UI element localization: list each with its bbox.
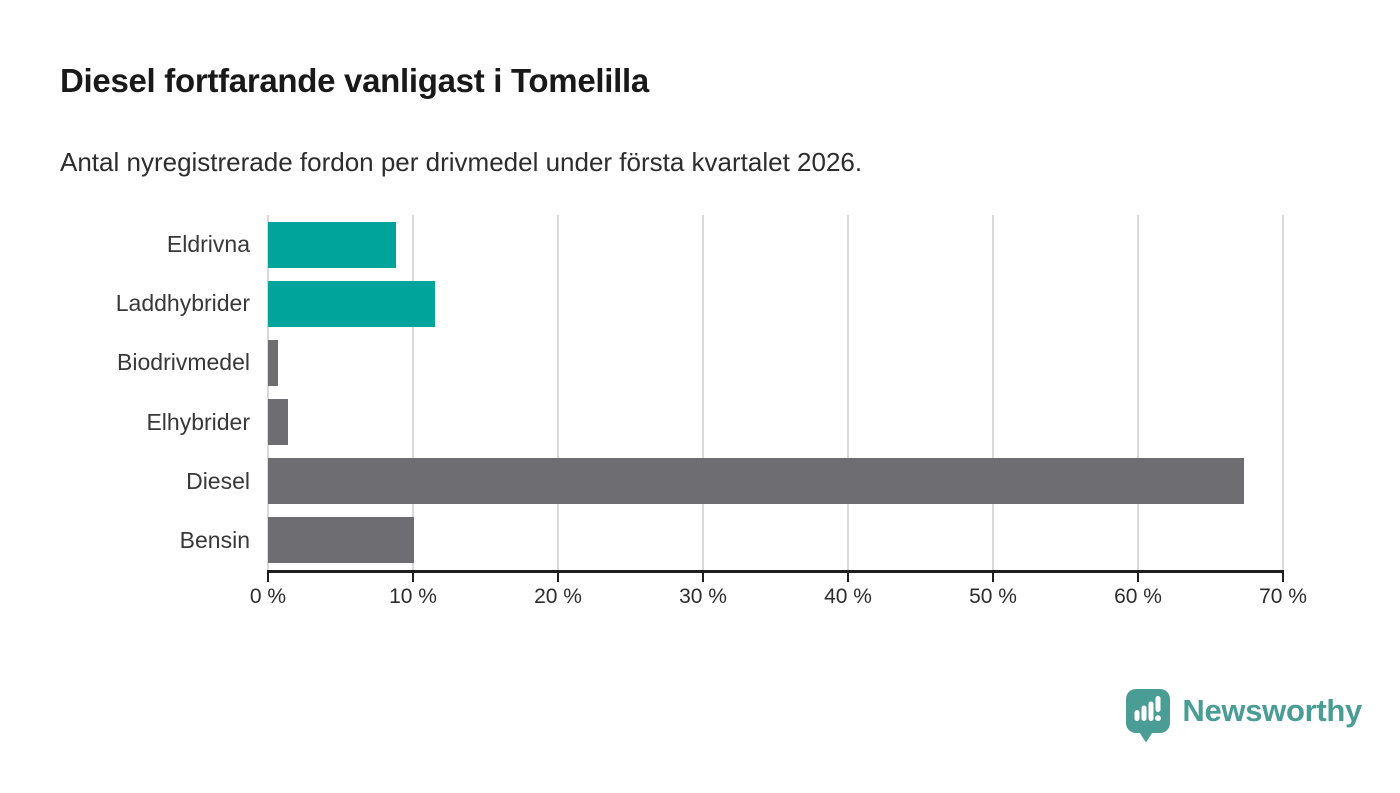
bar-biodrivmedel (268, 339, 279, 386)
category-label: Eldrivna (166, 231, 250, 258)
x-axis-tick (412, 573, 414, 582)
x-axis-tick (847, 573, 849, 582)
bar-elhybrider (268, 399, 289, 446)
x-axis-tick-label: 40 % (824, 585, 872, 608)
x-axis-tick-label: 50 % (969, 585, 1017, 608)
x-axis-tick-label: 0 % (249, 585, 287, 608)
gridline (267, 215, 269, 570)
bar-eldrivna (268, 221, 396, 268)
chart-title: Diesel fortfarande vanligast i Tomelilla (60, 62, 649, 99)
category-label: Elhybrider (146, 408, 250, 435)
category-label: Diesel (186, 467, 250, 494)
brand-name: Newsworthy (1182, 693, 1362, 728)
category-label: Bensin (179, 526, 250, 553)
x-axis-tick (992, 573, 994, 582)
gridline (412, 215, 414, 570)
gridline (557, 215, 559, 570)
bar-bensin (268, 517, 415, 564)
x-axis-tick (1137, 573, 1139, 582)
x-axis-tick (702, 573, 704, 582)
x-axis-tick-label: 30 % (679, 585, 727, 608)
x-axis-tick-label: 70 % (1259, 585, 1307, 608)
category-label: Laddhybrider (115, 290, 250, 317)
gridline (847, 215, 849, 570)
gridline (702, 215, 704, 570)
x-axis-line (267, 570, 1284, 573)
category-label: Biodrivmedel (117, 349, 250, 376)
x-axis-tick (267, 573, 269, 582)
newsworthy-logo-icon (1126, 689, 1171, 743)
x-axis-tick (557, 573, 559, 582)
x-axis-tick-label: 20 % (534, 585, 582, 608)
gridline (1282, 215, 1284, 570)
bar-laddhybrider (268, 280, 435, 327)
bar-diesel (268, 458, 1244, 505)
gridline (1137, 215, 1139, 570)
chart-subtitle: Antal nyregistrerade fordon per drivmede… (60, 147, 863, 177)
x-axis-tick (1282, 573, 1284, 582)
x-axis-tick-label: 60 % (1114, 585, 1162, 608)
gridline (992, 215, 994, 570)
brand-footer: Newsworthy (1125, 688, 1362, 744)
x-axis-tick-label: 10 % (389, 585, 437, 608)
